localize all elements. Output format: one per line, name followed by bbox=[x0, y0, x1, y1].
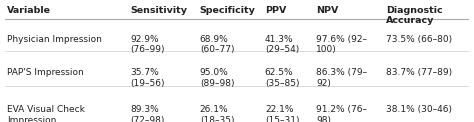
Text: 95.0%
(89–98): 95.0% (89–98) bbox=[200, 68, 234, 88]
Text: Variable: Variable bbox=[7, 6, 51, 15]
Text: 83.7% (77–89): 83.7% (77–89) bbox=[386, 68, 452, 77]
Text: 92.9%
(76–99): 92.9% (76–99) bbox=[130, 35, 164, 54]
Text: 62.5%
(35–85): 62.5% (35–85) bbox=[265, 68, 300, 88]
Text: 41.3%
(29–54): 41.3% (29–54) bbox=[265, 35, 299, 54]
Text: EVA Visual Check
Impression: EVA Visual Check Impression bbox=[7, 105, 85, 122]
Text: Physician Impression: Physician Impression bbox=[7, 35, 102, 44]
Text: NPV: NPV bbox=[316, 6, 338, 15]
Text: 97.6% (92–
100): 97.6% (92– 100) bbox=[316, 35, 367, 54]
Text: 91.2% (76–
98): 91.2% (76– 98) bbox=[316, 105, 367, 122]
Text: 38.1% (30–46): 38.1% (30–46) bbox=[386, 105, 452, 114]
Text: 26.1%
(18–35): 26.1% (18–35) bbox=[200, 105, 234, 122]
Text: 73.5% (66–80): 73.5% (66–80) bbox=[386, 35, 452, 44]
Text: 22.1%
(15–31): 22.1% (15–31) bbox=[265, 105, 300, 122]
Text: Sensitivity: Sensitivity bbox=[130, 6, 187, 15]
Text: Specificity: Specificity bbox=[200, 6, 255, 15]
Text: 86.3% (79–
92): 86.3% (79– 92) bbox=[316, 68, 367, 88]
Text: PAP'S Impression: PAP'S Impression bbox=[7, 68, 84, 77]
Text: PPV: PPV bbox=[265, 6, 286, 15]
Text: 68.9%
(60–77): 68.9% (60–77) bbox=[200, 35, 234, 54]
Text: 89.3%
(72–98): 89.3% (72–98) bbox=[130, 105, 164, 122]
Text: Diagnostic
Accuracy: Diagnostic Accuracy bbox=[386, 6, 442, 25]
Text: 35.7%
(19–56): 35.7% (19–56) bbox=[130, 68, 164, 88]
